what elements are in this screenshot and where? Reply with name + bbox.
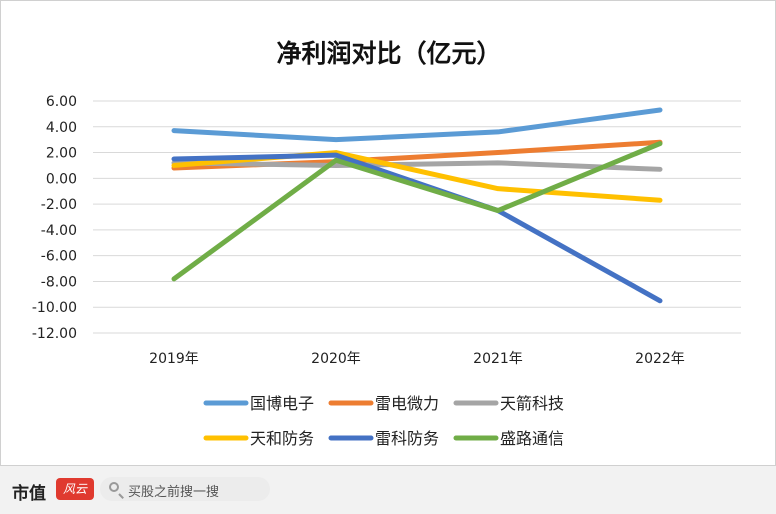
brand-logo-text: 市值 [12, 484, 46, 504]
legend-label: 天箭科技 [500, 394, 564, 413]
series-line-3 [171, 160, 663, 172]
legend-label: 雷电微力 [375, 394, 439, 413]
y-tick-label: -10.00 [32, 300, 77, 316]
brand-logo-badge: 风云 [56, 478, 94, 500]
chart-frame: 净利润对比（亿元） 6.00 4.00 2.00 0.00 -2.00 -4.00 -6.00… [0, 0, 776, 466]
series-point [334, 153, 338, 158]
y-tick-label: -6.00 [41, 249, 77, 265]
search-placeholder: 买股之前搜一搜 [128, 485, 220, 500]
chart-canvas: 净利润对比（亿元） 6.00 4.00 2.00 0.00 -2.00 -4.00 -6.00… [32, 39, 741, 448]
series-line-1 [171, 107, 663, 143]
y-tick-label: -8.00 [41, 274, 77, 290]
series-point [172, 128, 176, 133]
y-tick-label: -12.00 [32, 326, 77, 342]
legend-label: 盛路通信 [500, 429, 564, 448]
y-tick-label: 0.00 [46, 171, 77, 187]
series-point [172, 276, 176, 281]
x-tick-label: 2019年 [149, 351, 199, 367]
footer-bar: 市值 风云 买股之前搜一搜 [0, 466, 776, 514]
series-point [658, 198, 662, 203]
series-point [496, 160, 500, 165]
y-tick-label: 2.00 [46, 146, 77, 162]
y-tick-label: 6.00 [46, 94, 77, 110]
series-point [496, 186, 500, 191]
y-tick-label: 4.00 [46, 120, 77, 136]
series-point [658, 167, 662, 172]
series-point [496, 208, 500, 213]
series-point [496, 129, 500, 134]
legend-label: 雷科防务 [375, 429, 439, 448]
series-point [658, 141, 662, 146]
series-point [334, 163, 338, 168]
series-line-6 [171, 141, 663, 282]
search-icon [109, 482, 119, 492]
series-point [334, 158, 338, 163]
legend-label: 国博电子 [250, 394, 314, 413]
series-point [658, 108, 662, 113]
chart-title: 净利润对比（亿元） [276, 39, 501, 68]
x-tick-label: 2022年 [635, 351, 685, 367]
series-point [496, 150, 500, 155]
x-tick-label: 2020年 [311, 351, 361, 367]
series-point [172, 157, 176, 161]
series-point [658, 298, 662, 303]
x-tick-label: 2021年 [473, 351, 523, 367]
search-box[interactable]: 买股之前搜一搜 [100, 477, 270, 501]
series-point [334, 137, 338, 142]
y-tick-label: -4.00 [41, 223, 77, 239]
series-point [172, 163, 176, 168]
legend-label: 天和防务 [250, 429, 314, 448]
y-tick-label: -2.00 [41, 197, 77, 213]
